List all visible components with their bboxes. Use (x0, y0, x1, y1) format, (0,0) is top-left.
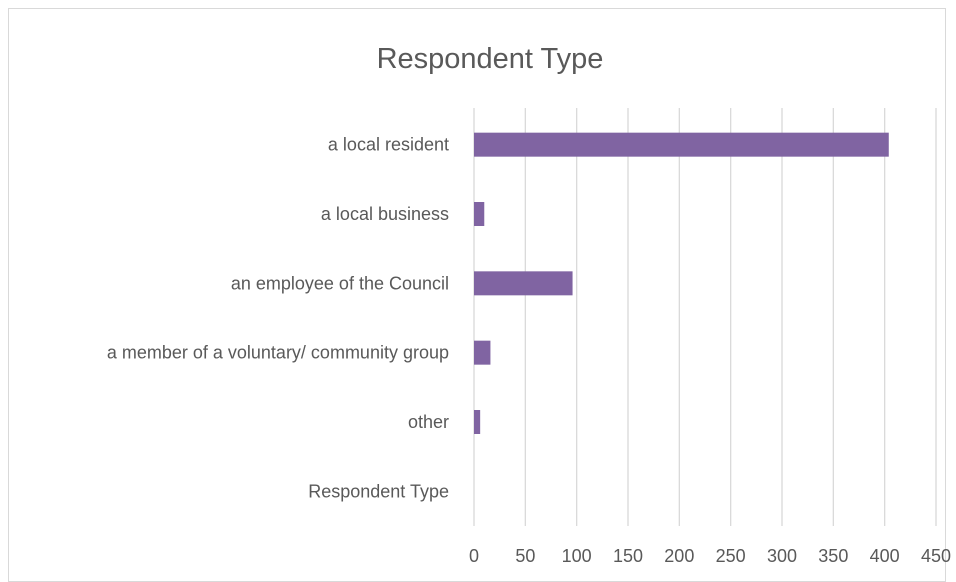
bar (474, 202, 485, 226)
bar (474, 410, 481, 434)
category-label: Respondent Type (308, 481, 449, 501)
bars (474, 132, 889, 434)
x-tick-label: 0 (469, 546, 479, 566)
x-tick-label: 400 (870, 546, 900, 566)
x-tick-label: 150 (613, 546, 643, 566)
category-label: a local business (321, 204, 449, 224)
category-labels: a local resident a local business an emplo… (107, 135, 449, 502)
x-tick-label: 100 (562, 546, 592, 566)
x-tick-label: 250 (716, 546, 746, 566)
x-tick-label: 350 (818, 546, 848, 566)
gridlines (473, 108, 937, 526)
x-tick-label: 300 (767, 546, 797, 566)
bar (474, 340, 491, 365)
bar (474, 271, 573, 296)
x-tick-labels: 0 50 100 150 200 250 300 350 400 450 (469, 546, 951, 566)
category-label: a member of a voluntary/ community group (107, 343, 449, 363)
bar (474, 132, 889, 157)
x-tick-label: 450 (921, 546, 951, 566)
x-tick-label: 200 (664, 546, 694, 566)
x-tick-label: 50 (515, 546, 535, 566)
category-label: a local resident (328, 135, 449, 155)
chart-title: Respondent Type (377, 43, 604, 75)
category-label: an employee of the Council (231, 273, 449, 293)
category-label: other (408, 412, 449, 432)
